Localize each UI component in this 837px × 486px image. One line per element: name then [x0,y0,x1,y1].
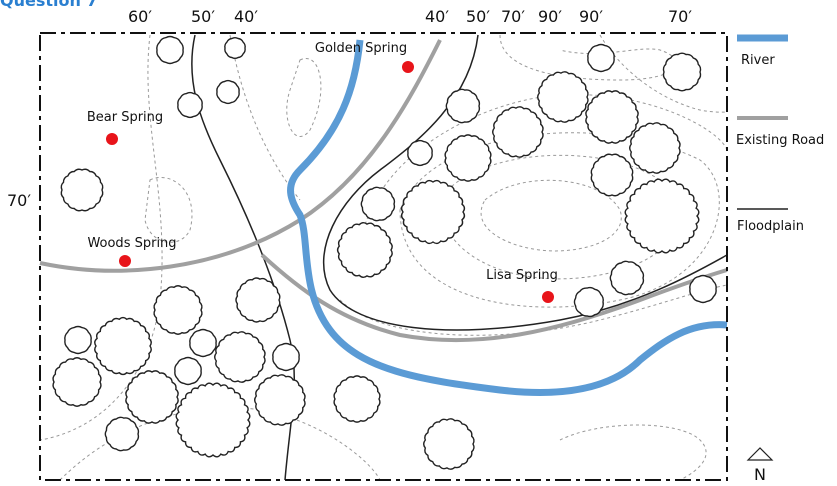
north-label: N [754,465,766,484]
tree [235,277,281,323]
tree [423,418,475,470]
contour-label: 40′ [234,7,258,26]
spring-label: Golden Spring [315,41,407,56]
tree [189,328,217,358]
spring-label: Bear Spring [87,110,163,125]
tree [254,374,306,426]
tree [333,375,381,423]
contour [439,154,681,280]
question-title: Question 7 [0,0,98,10]
contour [286,57,322,137]
spring-dot [106,133,118,145]
tree [629,122,681,174]
contour-label: 50′ [191,7,215,26]
tree [689,274,717,304]
map-frame [39,32,728,481]
tree [336,222,393,278]
spring-label: Woods Spring [87,236,176,251]
tree [573,286,604,318]
tree [224,36,246,60]
contour-label: 70′ [501,7,525,26]
springs: Bear Spring Golden Spring Woods Spring L… [87,41,558,303]
contour-label: 60′ [128,7,152,26]
tree [94,316,152,376]
legend: River Existing Road Floodplain [736,34,824,234]
contour-label: 70′ [7,191,31,210]
legend-label: Floodplain [737,219,804,234]
tree [52,357,102,407]
tree [60,168,104,212]
tree [216,79,240,105]
contour [229,34,301,201]
tree [590,153,634,197]
north-arrow [746,447,774,461]
tree [272,342,300,372]
river [287,39,728,396]
tree [407,139,433,167]
tree [156,35,184,65]
tree [662,52,702,92]
contour-label: 90′ [579,7,603,26]
legend-label: River [741,53,775,68]
spring-dot [119,255,131,267]
contour [359,94,728,261]
tree [125,370,179,424]
tree [153,285,203,335]
tree [624,178,700,254]
spring-dot [402,61,414,73]
contour-label: 50′ [466,7,490,26]
tree [400,179,466,245]
contour [144,177,193,243]
contour-label: 90′ [538,7,562,26]
tree [585,90,639,144]
floodplain-line [322,34,728,331]
road [260,253,728,343]
tree [104,416,140,452]
tree [175,382,251,458]
tree [214,331,266,383]
tree [537,71,589,123]
contour [339,284,728,336]
contour-label: 70′ [668,7,692,26]
tree [177,91,203,119]
tree [360,186,396,222]
tree [64,325,92,355]
spring-dot [542,291,554,303]
legend-label: Existing Road [736,133,824,148]
contour-label: 40′ [425,7,449,26]
contour [559,424,707,481]
tree [445,88,481,124]
tree [174,356,202,386]
trees [52,35,717,470]
tree [609,260,645,296]
contour [599,34,728,113]
spring-label: Lisa Spring [486,268,558,283]
contour-labels: 60′ 50′ 40′ 40′ 50′ 70′ 90′ 90′ 70′ 70′ [7,7,692,210]
tree [444,134,492,182]
tree [587,43,615,73]
tree [492,106,544,158]
